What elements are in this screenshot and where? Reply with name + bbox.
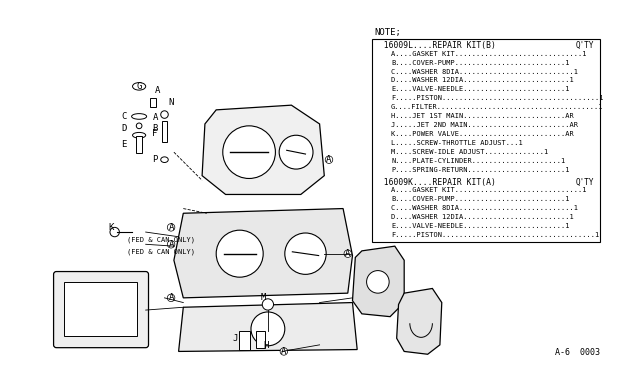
Text: L.....SCREW-THROTTLE ADJUST...1: L.....SCREW-THROTTLE ADJUST...1 [391,140,523,146]
Circle shape [167,224,175,231]
Bar [136,136,142,153]
Text: H: H [263,341,269,350]
Text: E....VALVE-NEEDLE........................1: E....VALVE-NEEDLE.......................… [391,86,570,92]
Text: P....SPRING-RETURN.......................1: P....SPRING-RETURN......................… [391,167,570,173]
Text: N: N [168,98,174,107]
Text: A: A [168,240,174,249]
Circle shape [110,227,120,237]
Text: A: A [168,223,174,232]
Text: C....WASHER 8DIA...........................1: C....WASHER 8DIA........................… [391,68,578,74]
Text: F: F [152,129,158,138]
Bar [150,97,156,107]
Ellipse shape [132,83,146,90]
Text: J.....JET 2ND MAIN........................AR: J.....JET 2ND MAIN......................… [391,122,578,128]
Ellipse shape [132,132,146,138]
Text: (FED & CAN ONLY): (FED & CAN ONLY) [127,248,195,255]
Text: D: D [122,124,127,133]
Circle shape [136,123,142,129]
Text: F.....PISTON....................................1: F.....PISTON............................… [391,232,599,238]
Text: B: B [152,124,158,133]
Bar [372,39,600,243]
Circle shape [285,233,326,275]
Text: D....WASHER 12DIA.........................1: D....WASHER 12DIA.......................… [391,77,574,83]
Text: G....FILTER......................................1: G....FILTER.............................… [391,104,604,110]
Text: G: G [136,82,142,91]
Text: Q'TY: Q'TY [575,41,594,50]
Polygon shape [179,302,357,352]
Circle shape [167,241,175,248]
Circle shape [279,135,313,169]
Circle shape [223,126,275,179]
Text: E....VALVE-NEEDLE........................1: E....VALVE-NEEDLE.......................… [391,223,570,229]
Text: A: A [168,294,174,302]
Text: Q'TY: Q'TY [575,177,594,186]
Text: 16009L....REPAIR KIT(B): 16009L....REPAIR KIT(B) [374,41,496,50]
Text: N....PLATE-CYLINDER.....................1: N....PLATE-CYLINDER.....................… [391,158,565,164]
Text: M....SCREW-IDLE ADJUST..............1: M....SCREW-IDLE ADJUST..............1 [391,149,548,155]
Text: J: J [232,334,237,343]
Text: D....WASHER 12DIA.........................1: D....WASHER 12DIA.......................… [391,214,574,220]
Polygon shape [174,209,353,298]
Text: A: A [326,155,332,164]
Polygon shape [202,105,324,195]
Text: (FED & CAN ONLY): (FED & CAN ONLY) [127,236,195,243]
Text: A....GASKET KIT..............................1: A....GASKET KIT.........................… [391,51,586,57]
Circle shape [280,348,287,355]
Text: A-6  0003: A-6 0003 [555,348,600,357]
Text: F.....PISTON.....................................1: F.....PISTON............................… [391,95,604,101]
Text: K: K [108,223,114,232]
Text: NOTE;: NOTE; [374,28,401,37]
Circle shape [262,299,273,310]
Text: 16009K....REPAIR KIT(A): 16009K....REPAIR KIT(A) [374,177,496,186]
Bar [255,331,265,348]
Circle shape [325,156,333,163]
Ellipse shape [161,157,168,163]
Text: B....COVER-PUMP..........................1: B....COVER-PUMP.........................… [391,196,570,202]
Text: M: M [260,294,266,302]
Ellipse shape [132,113,147,119]
Text: K....POWER VALVE.........................AR: K....POWER VALVE........................… [391,131,574,137]
Bar [64,282,137,336]
Circle shape [344,250,351,257]
Polygon shape [397,288,442,354]
FancyBboxPatch shape [54,272,148,348]
Text: A: A [281,347,287,356]
Circle shape [167,294,175,302]
Circle shape [251,312,285,346]
Text: P: P [152,155,158,164]
Text: A: A [156,86,161,94]
Text: A: A [152,113,158,122]
Text: A....GASKET KIT..............................1: A....GASKET KIT.........................… [391,187,586,193]
Polygon shape [353,246,404,317]
Text: C....WASHER 8DIA...........................1: C....WASHER 8DIA........................… [391,205,578,211]
Bar [162,121,167,142]
Text: A: A [345,249,351,258]
Circle shape [216,230,263,277]
Circle shape [367,270,389,293]
Text: H....JET 1ST MAIN........................AR: H....JET 1ST MAIN.......................… [391,113,574,119]
Text: B....COVER-PUMP..........................1: B....COVER-PUMP.........................… [391,60,570,65]
Text: E: E [122,140,127,149]
Text: C: C [122,112,127,121]
Bar [239,331,250,350]
Circle shape [161,111,168,118]
